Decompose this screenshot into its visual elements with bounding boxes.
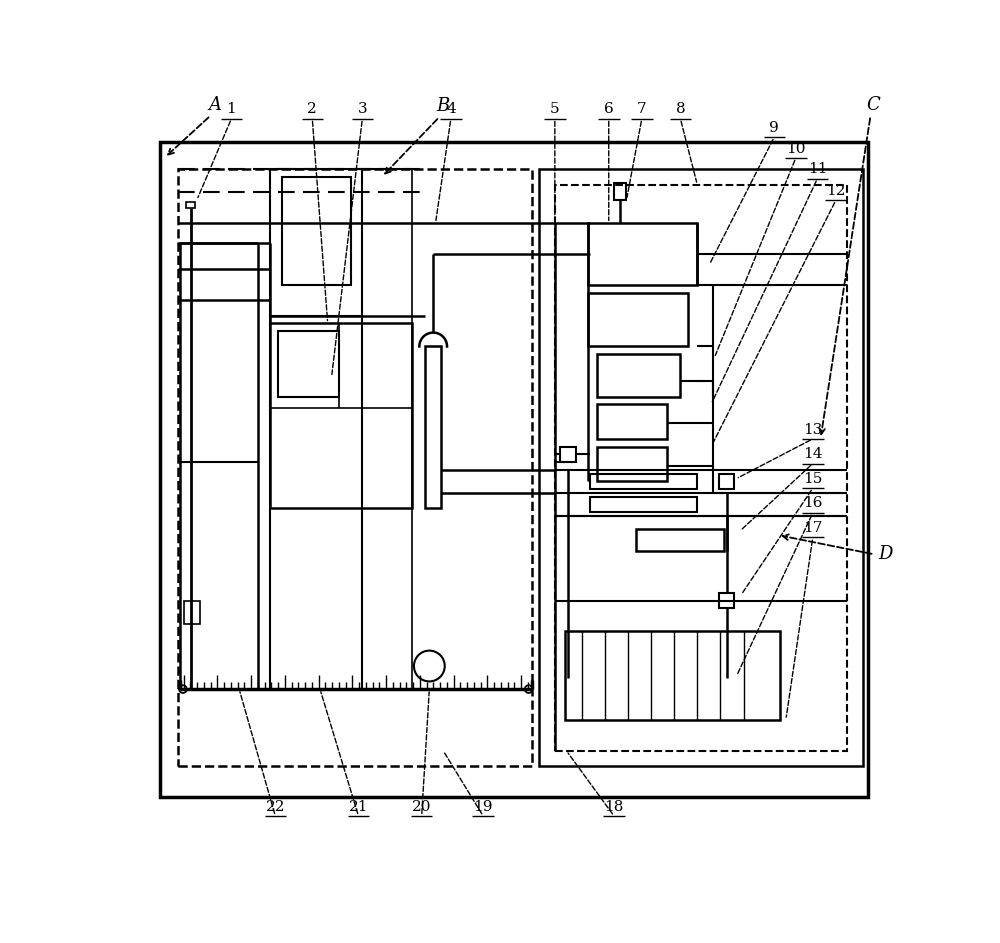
Text: 18: 18 — [604, 800, 624, 814]
Bar — [614, 183, 626, 200]
Text: 21: 21 — [349, 800, 368, 814]
Text: 8: 8 — [676, 102, 685, 116]
Text: 9: 9 — [769, 121, 779, 135]
Bar — [719, 473, 734, 488]
Text: 11: 11 — [808, 162, 827, 176]
Text: 1: 1 — [227, 102, 236, 116]
Text: 20: 20 — [412, 800, 431, 814]
Bar — [425, 346, 441, 508]
Bar — [178, 170, 532, 766]
Text: 15: 15 — [803, 472, 822, 486]
Text: 22: 22 — [266, 800, 285, 814]
Bar — [719, 593, 734, 608]
Text: 13: 13 — [803, 422, 822, 437]
Bar — [590, 473, 697, 488]
Bar — [597, 405, 667, 438]
Text: 2: 2 — [307, 102, 317, 116]
Text: A: A — [208, 96, 221, 114]
Bar — [636, 529, 724, 551]
Text: 7: 7 — [637, 102, 647, 116]
Bar — [270, 323, 412, 508]
Bar — [278, 331, 339, 396]
Text: 10: 10 — [786, 141, 806, 156]
Text: B: B — [437, 97, 450, 115]
Bar — [588, 223, 697, 285]
Bar — [186, 202, 195, 207]
Text: 3: 3 — [358, 102, 367, 116]
Bar — [588, 292, 688, 346]
Bar — [565, 632, 780, 720]
Text: 6: 6 — [604, 102, 614, 116]
Text: 19: 19 — [473, 800, 493, 814]
Bar — [539, 170, 863, 766]
Text: 16: 16 — [803, 496, 823, 510]
Bar — [590, 497, 697, 512]
Bar — [597, 355, 680, 396]
Text: 17: 17 — [803, 521, 822, 535]
Text: 12: 12 — [826, 184, 846, 198]
Bar — [282, 177, 351, 285]
Text: C: C — [866, 96, 880, 114]
Bar — [184, 601, 200, 623]
Bar — [597, 447, 667, 481]
Text: 5: 5 — [550, 102, 560, 116]
Bar — [560, 447, 576, 462]
Text: 4: 4 — [446, 102, 456, 116]
Text: 14: 14 — [803, 447, 823, 461]
Bar — [555, 185, 847, 751]
Text: D: D — [878, 545, 893, 563]
